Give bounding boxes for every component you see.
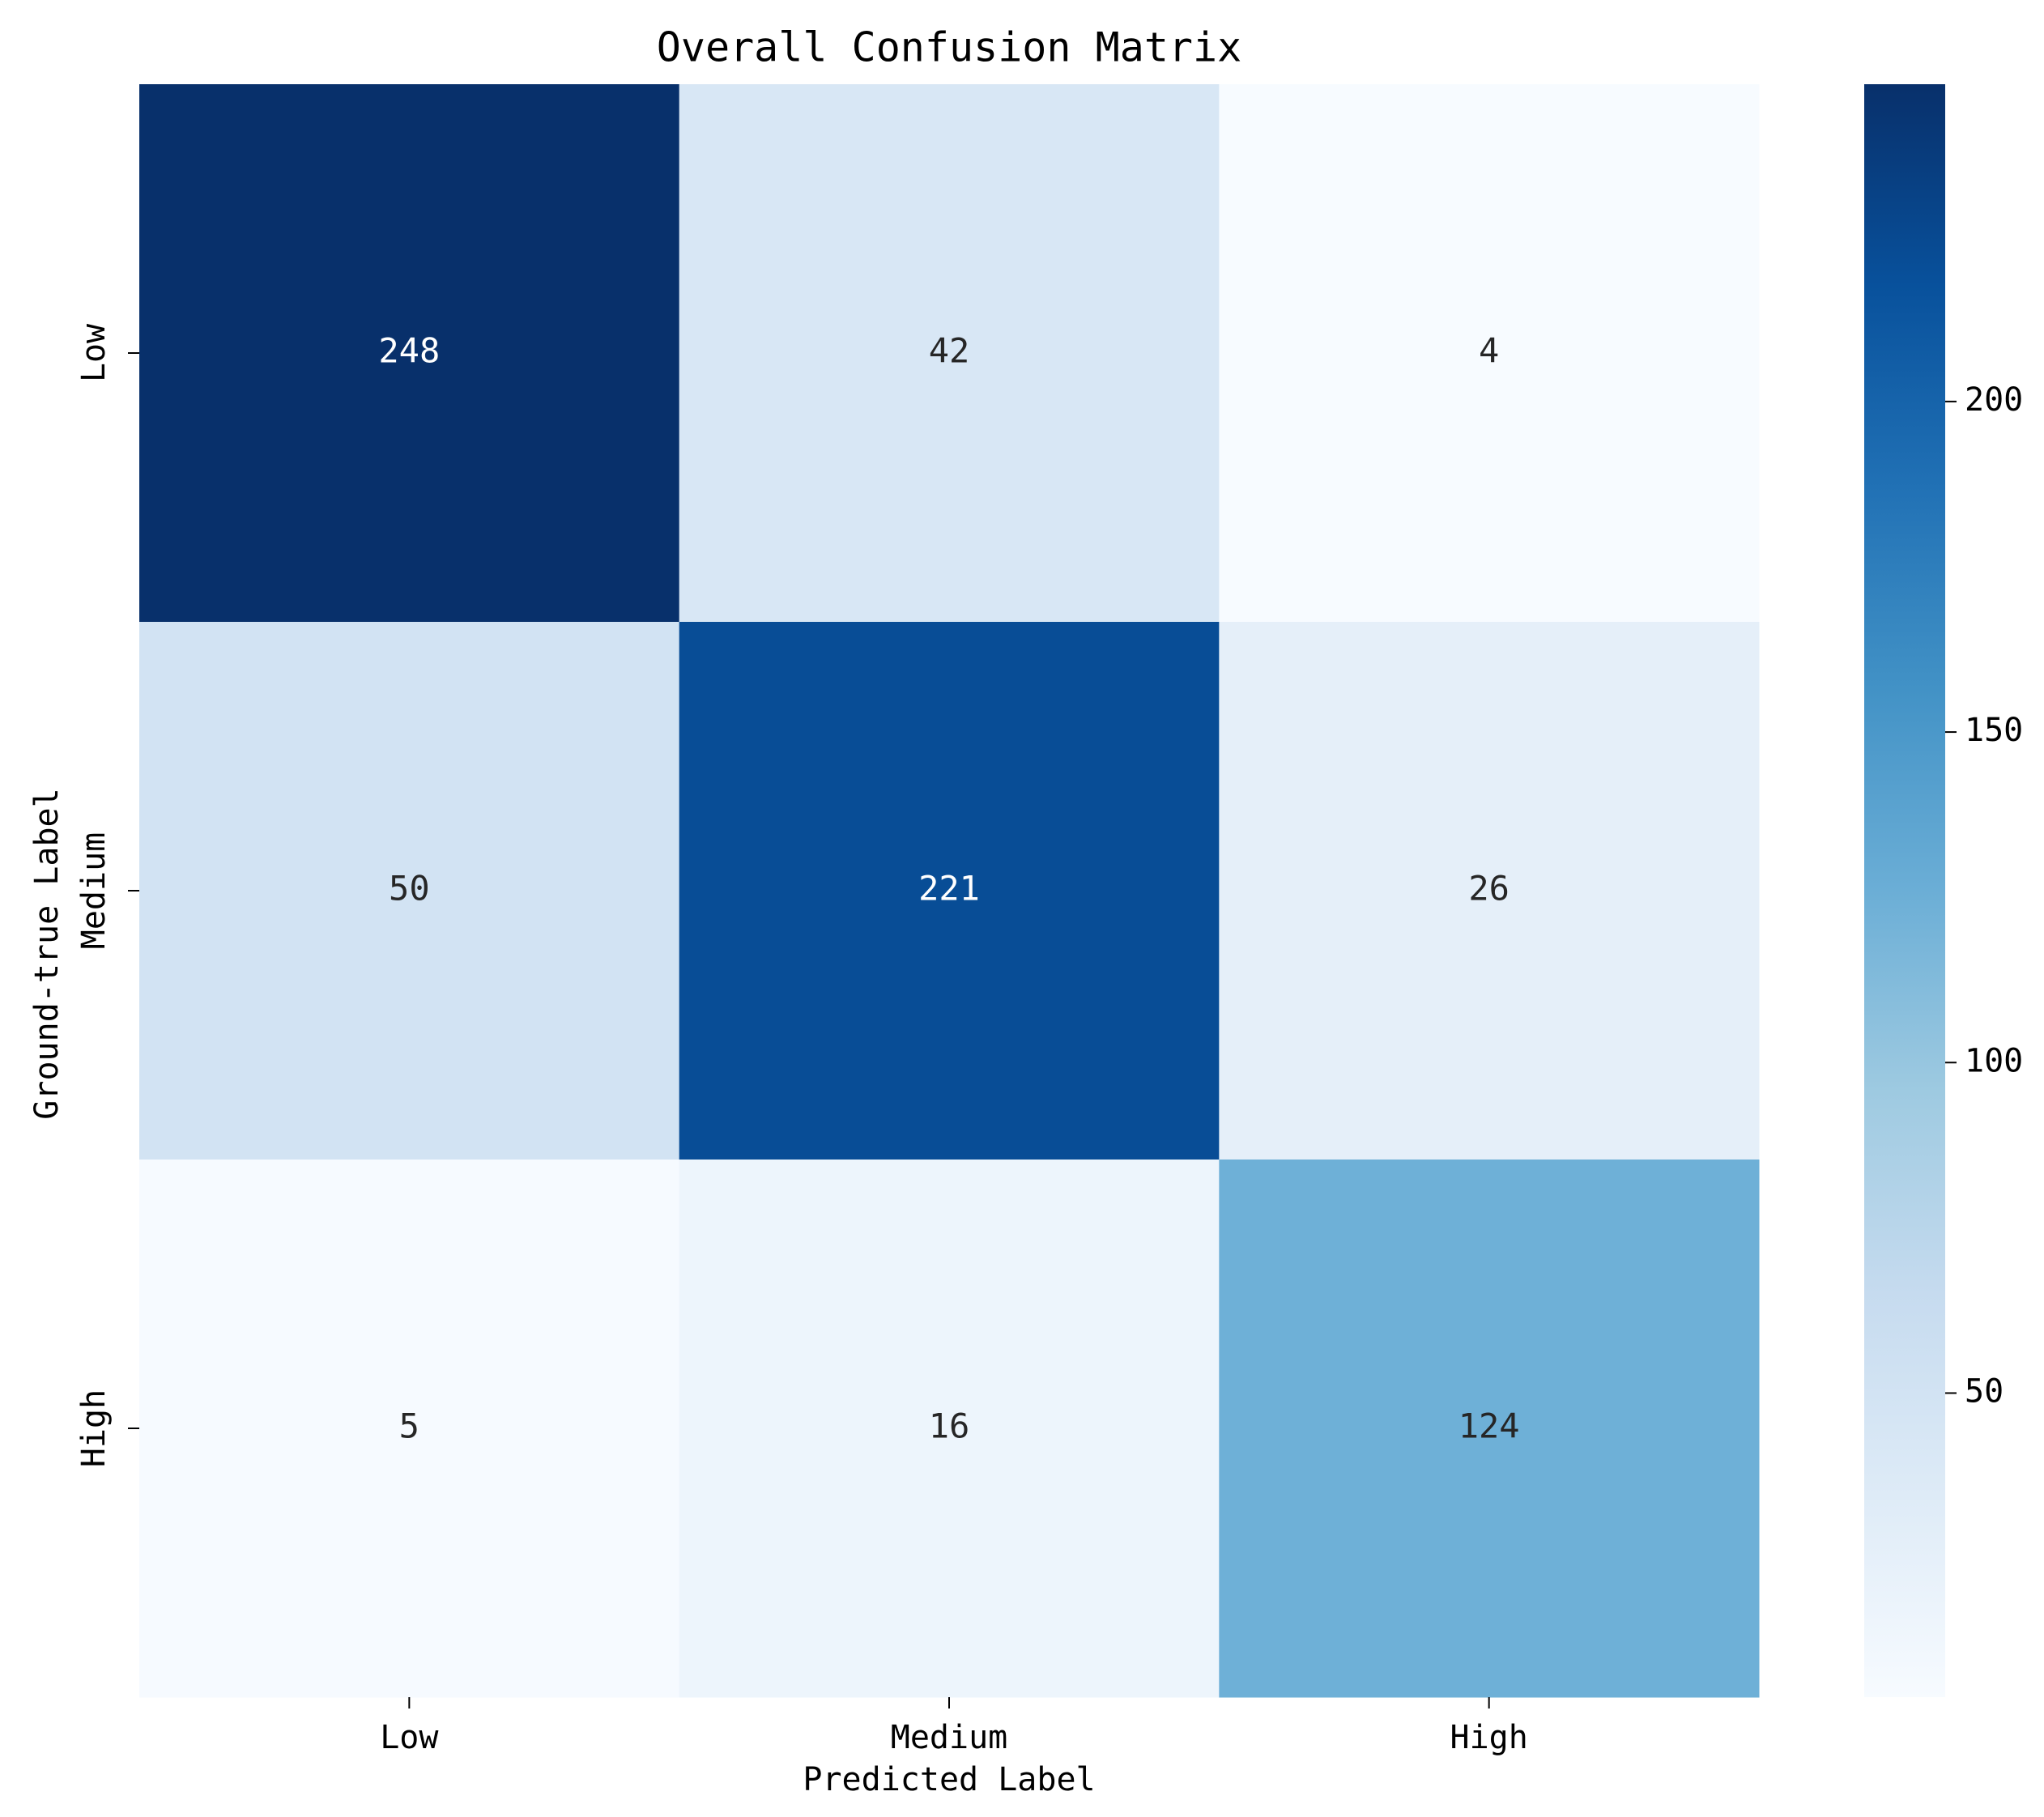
heatmap-cell-labels: 248 42 4 50 221 26 5 16 124 — [378, 331, 1519, 1446]
cell-value-label: 5 — [399, 1406, 419, 1446]
y-tick-label: Medium — [75, 832, 113, 950]
y-axis-ticks: Low Medium High — [75, 323, 139, 1467]
cell-value-label: 4 — [1479, 331, 1499, 371]
colorbar-tick-label: 100 — [1965, 1042, 2023, 1079]
chart-title: Overall Confusion Matrix — [657, 24, 1241, 71]
heatmap-cell-low-medium — [679, 84, 1220, 623]
colorbar-tick-label: 50 — [1965, 1372, 2004, 1410]
x-tick-label: High — [1450, 1719, 1528, 1756]
y-axis-label: Ground-true Label — [28, 788, 66, 1119]
x-tick-label: Low — [380, 1719, 439, 1756]
cell-value-label: 221 — [918, 869, 980, 908]
heatmap-cell-high-low — [139, 1160, 680, 1698]
colorbar-tick-label: 200 — [1965, 381, 2023, 419]
cell-value-label: 26 — [1468, 869, 1510, 908]
cell-value-label: 42 — [929, 331, 970, 371]
x-tick-label: Medium — [891, 1719, 1008, 1756]
cell-value-label: 16 — [929, 1406, 970, 1446]
heatmap-cell-high-high — [1219, 1160, 1760, 1698]
x-axis-ticks: Low Medium High — [380, 1697, 1528, 1756]
x-axis-label: Predicted Label — [803, 1761, 1095, 1798]
heatmap-cell-low-high — [1219, 84, 1760, 623]
colorbar-tick-label: 150 — [1965, 712, 2023, 749]
heatmap-cell-medium-high — [1219, 622, 1760, 1160]
heatmap-cell-medium-low — [139, 622, 680, 1160]
y-tick-label: Low — [75, 323, 113, 382]
cell-value-label: 124 — [1458, 1406, 1520, 1446]
heatmap-cells — [139, 84, 1760, 1698]
y-tick-label: High — [75, 1389, 113, 1467]
colorbar — [1864, 84, 1945, 1697]
heatmap-cell-high-medium — [679, 1160, 1220, 1698]
cell-value-label: 50 — [389, 869, 430, 908]
heatmap-cell-low-low — [139, 84, 680, 623]
heatmap-cell-medium-medium — [679, 622, 1220, 1160]
cell-value-label: 248 — [378, 331, 440, 371]
colorbar-ticks: 50 100 150 200 — [1945, 381, 2023, 1410]
